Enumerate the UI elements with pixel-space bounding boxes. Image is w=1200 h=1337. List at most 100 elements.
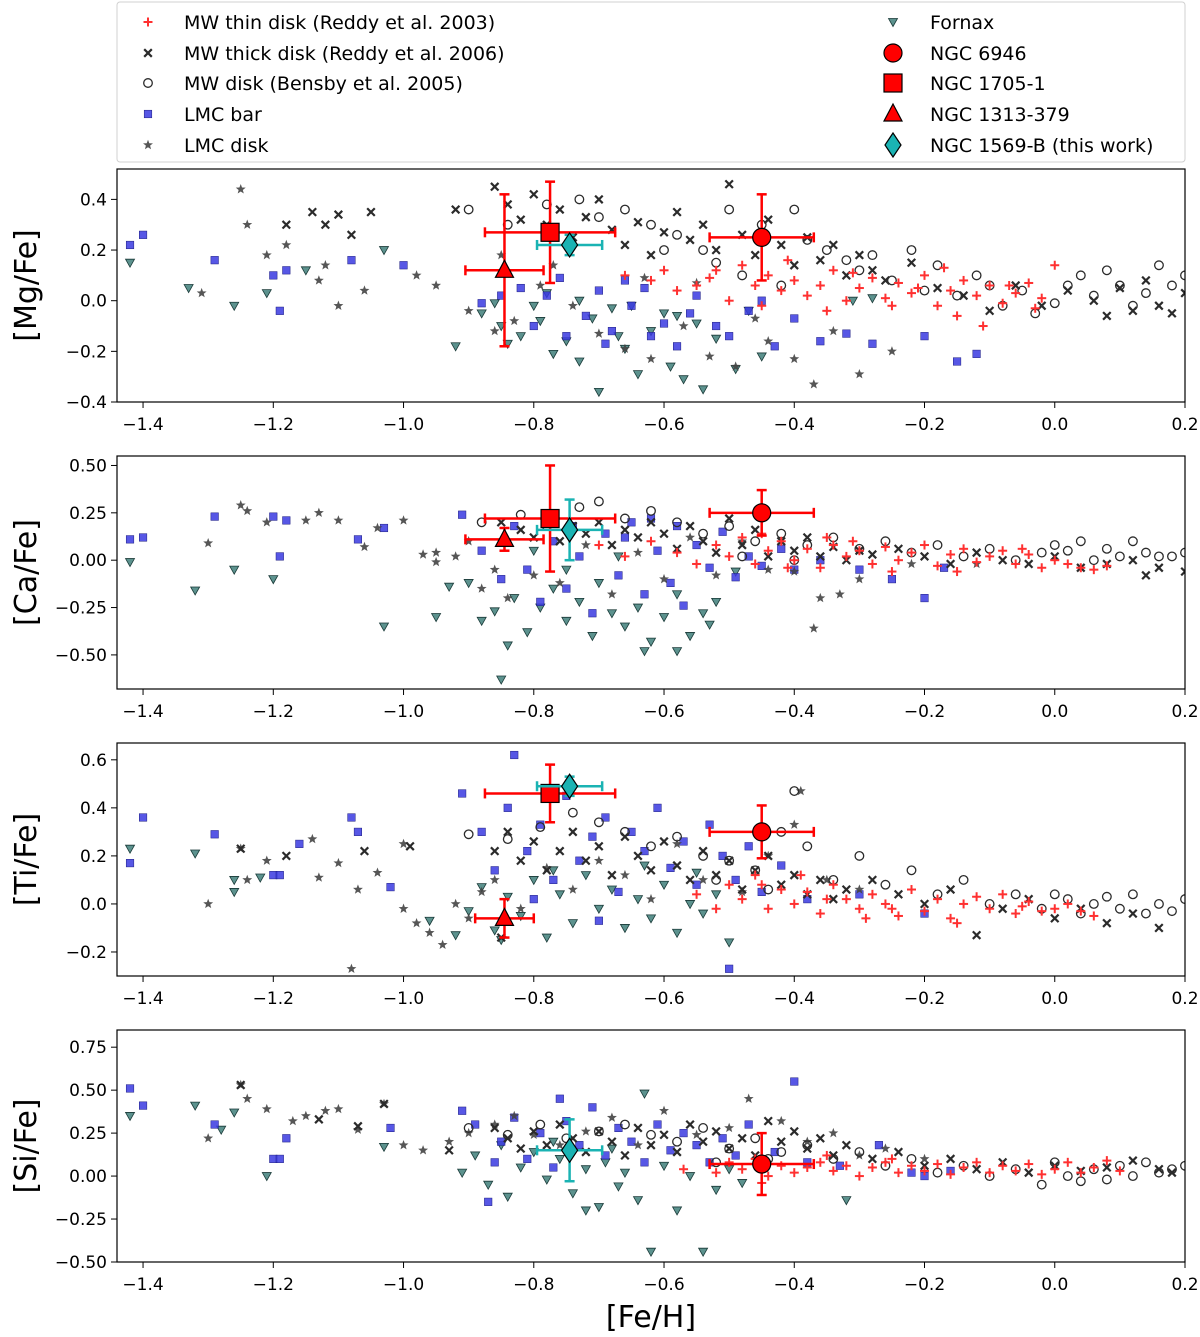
lmc-bar-point [627, 301, 636, 310]
mw-thin-point [763, 1171, 773, 1181]
lmc-disk-point [203, 1133, 214, 1143]
mw-thin-point [933, 894, 943, 904]
x-b [724, 856, 734, 866]
x-b [815, 551, 825, 561]
lmc-bar-point [594, 286, 603, 295]
y-tick-label: −0.50 [55, 646, 107, 666]
ngc1569-errorbar [535, 498, 604, 562]
lmc-bar-point [484, 1197, 493, 1206]
fornax-point [189, 586, 201, 596]
mw-thick-point [1089, 296, 1099, 306]
lmc-disk-point [620, 869, 630, 880]
lmc-bar-point [744, 842, 753, 851]
mw-thin-point [737, 532, 747, 542]
lmc-disk-point [242, 874, 253, 885]
mw-thin-series [594, 529, 1112, 577]
mw-thin-point [1063, 899, 1073, 909]
mw-thin-point [828, 880, 838, 890]
mw-disk-point [1140, 547, 1151, 558]
mw-disk-point [646, 505, 656, 516]
axes-frame [116, 168, 1186, 403]
fornax-point [658, 613, 670, 623]
x-b [542, 1140, 552, 1150]
fornax-point [639, 1089, 650, 1099]
mw-thick-point [672, 860, 682, 871]
mw-thin-point [893, 555, 903, 565]
mw-thick-point [320, 220, 330, 230]
mw-thick-point [867, 875, 877, 885]
mw-thin-point [906, 548, 916, 558]
fornax-point [515, 1163, 526, 1173]
lmc-bar-point [731, 875, 740, 884]
mw-thick-point [620, 240, 630, 250]
lmc-bar-point [588, 609, 597, 618]
fornax-point [606, 609, 618, 619]
x-b [1024, 1168, 1034, 1178]
x-b [711, 548, 721, 558]
fornax-point [300, 266, 312, 276]
mw-disk-point [932, 260, 943, 271]
ngc6946-errorbar [708, 1131, 816, 1197]
lmc-bar-point [972, 349, 981, 358]
ngc1569-point [560, 231, 579, 259]
mw-disk-point [802, 234, 813, 245]
mw-disk-point [1167, 280, 1177, 291]
x-tick-label: −0.2 [904, 989, 945, 1009]
mw-thin-point [815, 909, 825, 919]
x-tick-label: 0.0 [1041, 989, 1068, 1009]
y-axis-label: [Ti/Fe] [9, 813, 44, 906]
mw-disk-point [1049, 540, 1060, 550]
mw-thin-point [143, 17, 153, 27]
x-b [568, 827, 578, 837]
fornax-point [606, 1144, 618, 1154]
fornax-point [756, 352, 767, 362]
mw-thick-point [633, 1123, 643, 1133]
x-tick-label: −0.8 [513, 989, 554, 1009]
mw-disk-point [535, 1119, 546, 1130]
fornax-point [658, 880, 670, 891]
x-b [711, 1126, 721, 1136]
x-tick-label: −1.4 [122, 415, 163, 435]
lmc-disk-point [659, 1105, 669, 1115]
mw-disk-point [672, 1136, 682, 1147]
x-b [555, 536, 565, 546]
fornax-point [574, 296, 585, 307]
mw-disk-point [984, 543, 995, 554]
mw-thin-point [887, 301, 897, 311]
lmc-disk-point [789, 566, 800, 576]
x-b [1128, 908, 1138, 919]
lmc-disk-point [196, 287, 207, 298]
lmc-bar-point [386, 883, 395, 892]
lmc-disk-point [444, 1136, 455, 1146]
x-b [594, 194, 604, 204]
mw-disk-point [867, 250, 878, 261]
ngc1705-errorbar [483, 180, 617, 285]
x-b [307, 207, 317, 217]
mw-thick-point [763, 215, 773, 225]
mw-thin-point [822, 894, 832, 904]
mw-thin-series [679, 1150, 1125, 1188]
lmc-bar-point [855, 565, 864, 574]
mw-thin-point [776, 885, 786, 895]
x-b [685, 1119, 695, 1130]
x-tick-label: 0.2 [1171, 415, 1198, 435]
fornax-point [619, 1168, 631, 1178]
x-b [750, 525, 760, 535]
mw-thick-point [998, 904, 1008, 914]
fornax-point [541, 1175, 552, 1185]
mw-thin-point [750, 870, 760, 880]
lmc-disk-point [313, 275, 324, 285]
x-b [607, 870, 617, 880]
y-tick-label: 0.4 [80, 190, 107, 210]
fornax-point [463, 579, 474, 589]
mw-thick-point [737, 884, 747, 895]
x-b [236, 844, 246, 854]
x-b [815, 1133, 825, 1143]
mw-thin-point [789, 899, 799, 909]
lmc-disk-point [880, 1143, 891, 1153]
lmc-disk-point [359, 285, 370, 295]
mw-thick-point [932, 283, 943, 293]
ngc6946-point [752, 227, 772, 247]
fornax-point [684, 1172, 696, 1182]
x-b [333, 210, 343, 220]
